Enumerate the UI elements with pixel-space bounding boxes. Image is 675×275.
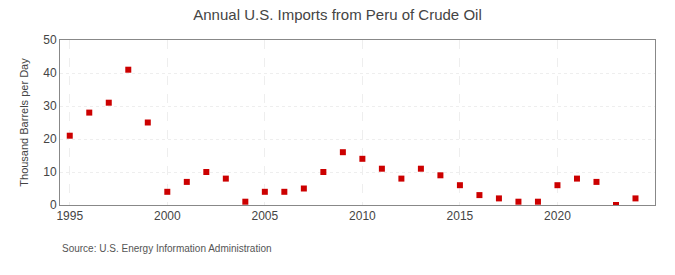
svg-text:40: 40: [43, 66, 57, 80]
svg-text:0: 0: [50, 198, 57, 212]
svg-text:2015: 2015: [447, 209, 474, 223]
svg-text:50: 50: [43, 33, 57, 47]
svg-text:1995: 1995: [56, 209, 83, 223]
svg-text:2020: 2020: [544, 209, 571, 223]
svg-text:Source: U.S. Energy Informatio: Source: U.S. Energy Information Administ…: [62, 243, 272, 254]
svg-text:10: 10: [43, 165, 57, 179]
svg-text:Annual U.S. Imports from Peru: Annual U.S. Imports from Peru of Crude O…: [193, 6, 481, 23]
svg-text:30: 30: [43, 99, 57, 113]
svg-text:20: 20: [43, 132, 57, 146]
svg-text:Thousand Barrels per Day: Thousand Barrels per Day: [18, 58, 30, 187]
svg-text:2010: 2010: [349, 209, 376, 223]
svg-text:2005: 2005: [251, 209, 278, 223]
svg-text:2000: 2000: [154, 209, 181, 223]
